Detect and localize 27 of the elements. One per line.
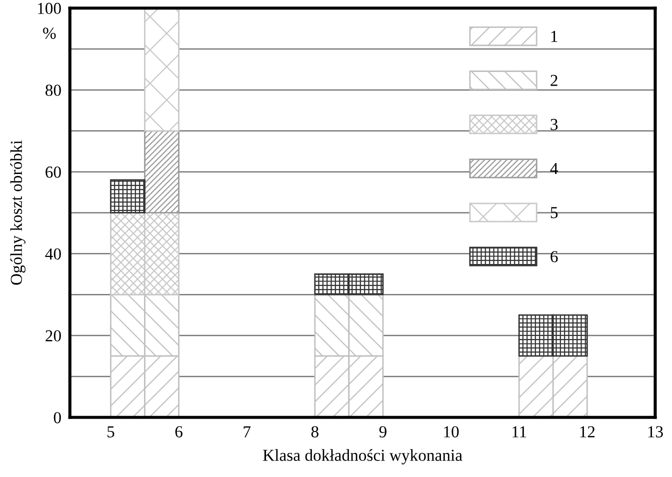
legend-label: 5	[550, 207, 558, 218]
bar	[144, 8, 180, 132]
x-tick-label: 9	[379, 426, 386, 438]
legend-label: 3	[550, 118, 558, 130]
y-tick-label: 40	[45, 248, 61, 260]
legend-label: 2	[550, 74, 558, 86]
legend-label: 6	[550, 251, 558, 262]
y-tick-label: 100	[38, 2, 61, 14]
x-tick-label: 7	[244, 426, 251, 438]
bar	[144, 130, 180, 214]
text: %	[43, 28, 56, 39]
y-tick-label: 60	[46, 166, 61, 178]
y-tick-label: 20	[46, 330, 61, 342]
x-tick-label: 8	[311, 426, 318, 438]
bar	[110, 179, 146, 214]
x-tick-label: 12	[580, 426, 595, 438]
y-axis-title: Ogólny koszt obróbki	[10, 140, 26, 285]
legend-label: 1	[551, 30, 558, 42]
x-tick-label: 10	[444, 426, 459, 438]
y-tick-label: 0	[54, 412, 61, 424]
x-tick-label: 11	[512, 426, 526, 438]
legend-label: 4	[550, 163, 558, 174]
y-tick-label: 80	[46, 84, 61, 96]
x-axis-title: Klasa dokładności wykonania	[263, 449, 462, 464]
x-tick-label: 5	[108, 426, 114, 438]
x-tick-label: 13	[648, 426, 663, 438]
x-tick-label: 6	[175, 426, 182, 438]
